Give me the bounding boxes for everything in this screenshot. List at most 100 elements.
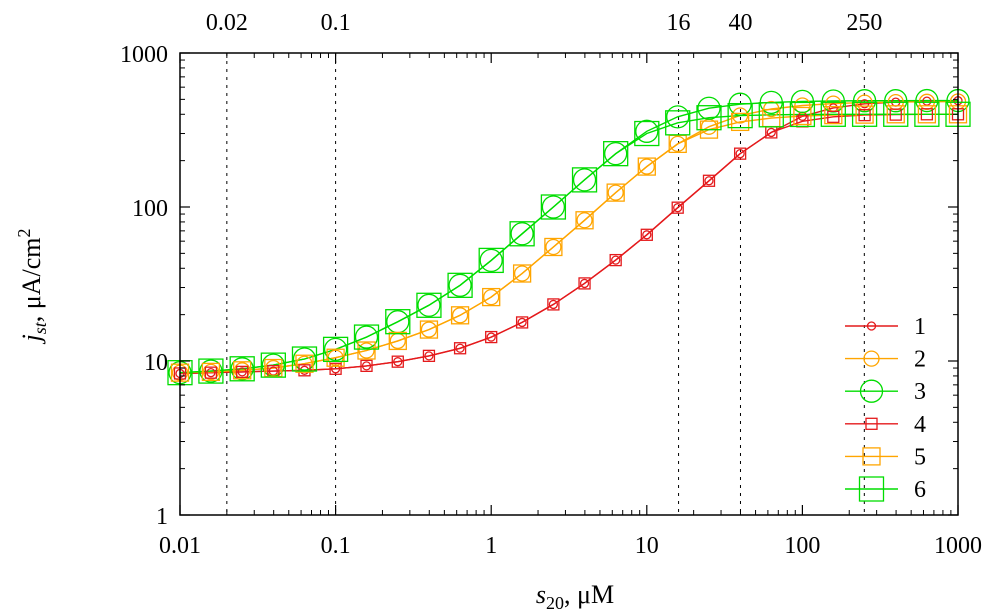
y-tick-label: 10: [144, 350, 168, 376]
series-2-point: [202, 363, 220, 381]
legend-marker-4: [865, 417, 878, 430]
series-5-point: [637, 157, 656, 176]
series-4-point: [702, 174, 716, 187]
series-5-point: [824, 105, 843, 125]
series-1-point: [548, 299, 559, 310]
series-6-point: [416, 292, 442, 318]
legend-marker-2: [863, 350, 880, 367]
series-6-point: [727, 102, 753, 129]
ticks: [179, 52, 959, 516]
series-4-point: [578, 277, 591, 290]
series-4-point: [640, 228, 653, 241]
series-4-point: [889, 108, 902, 121]
series-6-point: [665, 110, 691, 136]
series-6-point: [883, 101, 909, 127]
series-3-point: [448, 273, 472, 297]
series-5-point: [512, 264, 532, 283]
series-5-point: [855, 105, 874, 124]
series-1-line: [179, 100, 959, 375]
series-5-point: [544, 237, 563, 257]
series-5-point: [450, 306, 470, 325]
series-4-point: [204, 366, 218, 379]
series-2-point: [513, 265, 531, 282]
series-3-point: [417, 293, 441, 317]
series-1-point: [517, 317, 527, 328]
series-4-point: [547, 298, 560, 311]
series-3-point: [915, 88, 939, 113]
series-3-line: [179, 99, 958, 374]
series-1-point: [206, 368, 216, 378]
x-axis-title: s20, μM: [536, 580, 614, 613]
series-5-point: [295, 354, 314, 373]
series-6-point: [229, 356, 255, 382]
legend: 1 2 3 4 5 6: [845, 314, 926, 503]
series-6-point: [385, 309, 411, 335]
series-1-point: [579, 278, 590, 289]
series-3-point: [697, 96, 721, 120]
series-4-point: [329, 362, 342, 375]
series-1-point: [611, 255, 621, 265]
x-tick-label: 10: [635, 533, 659, 559]
series-5-point: [886, 105, 905, 124]
series-3-point: [790, 89, 815, 114]
series-6-point: [322, 336, 349, 363]
y-axis-title-unit: , μA/cm: [17, 238, 46, 323]
series-5-line: [179, 113, 958, 374]
series-6-point: [198, 358, 224, 384]
series-6-point: [851, 101, 878, 127]
legend-label-3: 3: [914, 379, 926, 405]
top-tick-label: 250: [846, 10, 882, 36]
series-markers: [167, 88, 971, 386]
y-tick-label: 1: [156, 504, 168, 530]
series-2-point: [358, 342, 375, 359]
series-3-point: [572, 168, 597, 192]
x-tick-label: 0.1: [321, 533, 351, 559]
legend-marker-6: [858, 476, 885, 502]
series-6-point: [789, 101, 816, 128]
series-4-line: [179, 113, 958, 375]
legend-label-4: 4: [914, 412, 926, 438]
legend-label-6: 6: [914, 477, 926, 503]
series-4-point: [298, 364, 311, 377]
series-1-point: [704, 176, 714, 186]
series-6-point: [447, 272, 473, 298]
legend-marker-3: [859, 379, 884, 403]
series-1-point: [922, 96, 932, 106]
series-3-point: [323, 337, 348, 362]
legend-label-5: 5: [914, 444, 926, 470]
series-4-point: [609, 253, 622, 267]
series-1-point: [735, 149, 745, 159]
series-4-point: [515, 316, 529, 329]
series-3-point: [604, 142, 628, 166]
y-axis-title-sub: st: [30, 321, 50, 334]
x-axis-title-main: s: [536, 580, 546, 609]
series-5-point: [793, 106, 812, 126]
series-3-point: [541, 195, 566, 219]
series-1-point: [361, 361, 372, 371]
series-2-point: [607, 184, 624, 201]
series-6-point: [353, 324, 380, 350]
series-2-point: [420, 321, 438, 338]
series-1-point: [455, 343, 465, 353]
series-4-point: [453, 342, 467, 355]
series-1-point: [673, 203, 683, 213]
axes: [179, 52, 959, 516]
series-2-point: [731, 107, 749, 124]
series-6-point: [260, 352, 286, 378]
series-4-point: [485, 330, 498, 344]
series-6-point: [478, 247, 504, 274]
series-6-point: [571, 167, 598, 193]
series-2-line: [179, 100, 959, 374]
series-4-point: [920, 108, 934, 121]
series-2-point: [451, 307, 469, 324]
series-4-point: [733, 147, 747, 160]
series-6-point: [509, 221, 535, 247]
series-3-point: [479, 248, 503, 273]
series-5-point: [388, 331, 407, 351]
series-5-point: [606, 183, 625, 202]
series-6-point: [696, 105, 722, 131]
series-6-point: [634, 120, 660, 147]
x-axis-title-sub: 20: [546, 593, 564, 613]
series-3-point: [354, 325, 379, 349]
